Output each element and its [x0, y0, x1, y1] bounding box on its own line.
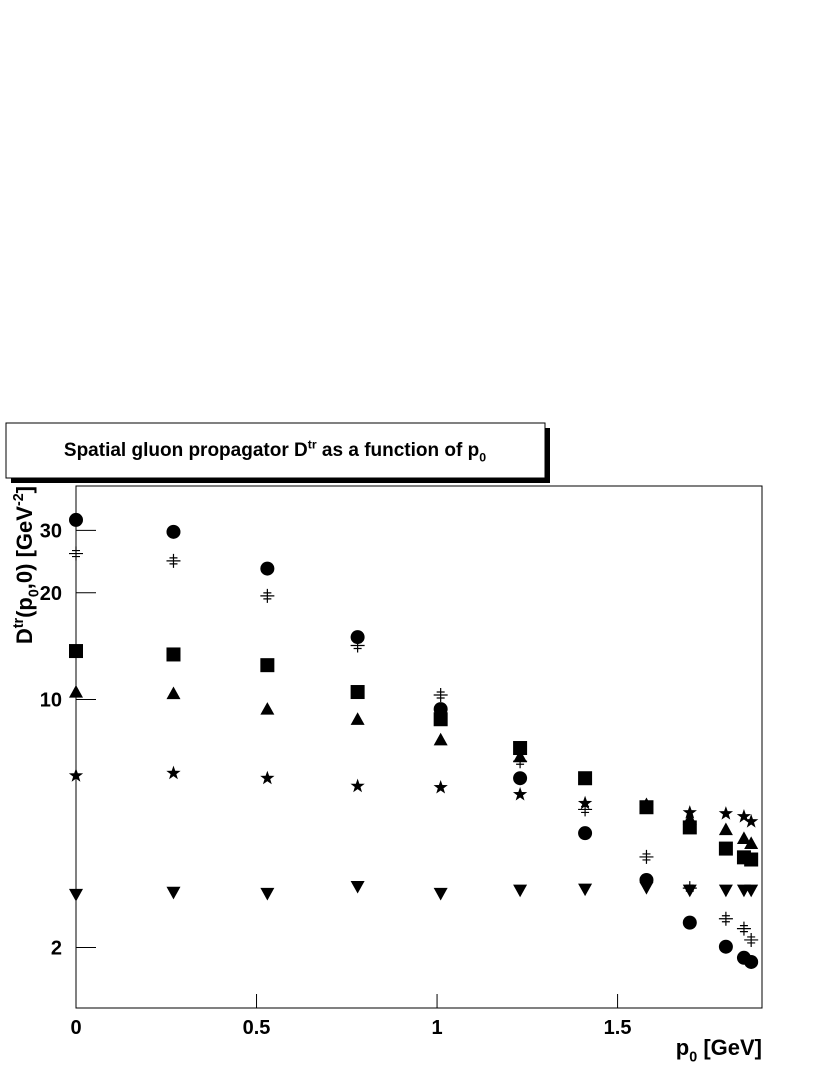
marker-star [433, 779, 448, 794]
marker-square [744, 852, 759, 867]
marker-square [718, 841, 733, 856]
marker-star [639, 798, 654, 813]
marker-triangle-up [433, 732, 448, 746]
chart-title: Spatial gluon propagator Dtr as a functi… [64, 437, 486, 464]
marker-square [578, 771, 593, 786]
x-tick-label: 0.5 [243, 1017, 271, 1039]
marker-triangle-up [736, 831, 751, 844]
marker-square [513, 741, 528, 756]
y-label-part: D [12, 628, 37, 644]
marker-star [736, 809, 752, 823]
x-tick-label: 0 [70, 1017, 81, 1039]
x-tick-label: 1.5 [604, 1017, 632, 1039]
x-label-part: [GeV] [697, 1035, 762, 1060]
marker-star [512, 786, 528, 801]
y-tick-label: 10 [40, 690, 62, 712]
x-label-part: 0 [689, 1050, 697, 1066]
marker-circle [718, 939, 733, 954]
y-label-part: 0 [27, 589, 43, 597]
marker-plus [744, 932, 759, 947]
marker-triangle-up [260, 702, 275, 715]
x-label-part: p [676, 1035, 689, 1060]
title-box [5, 422, 546, 479]
y-label-part: ,0) [GeV [12, 506, 37, 589]
marker-plus [578, 802, 593, 817]
marker-triangle-up [718, 822, 733, 836]
marker-plus [736, 921, 751, 936]
y-tick-label: 30 [40, 520, 62, 542]
marker-circle [744, 954, 759, 969]
marker-circle [350, 630, 365, 645]
y-tick-label: 20 [40, 583, 62, 605]
marker-star [68, 768, 84, 782]
marker-square [260, 658, 275, 673]
title-part: 0 [479, 451, 486, 465]
marker-circle [578, 826, 593, 841]
marker-star [718, 806, 734, 820]
plot-frame [75, 485, 763, 1009]
x-tick-label: 1 [431, 1017, 442, 1039]
y-axis-label: Dtr(p0,0) [GeV-2] [11, 486, 42, 644]
marker-triangle-down [744, 884, 759, 898]
marker-plus [350, 638, 365, 653]
marker-triangle-down [433, 887, 448, 901]
title-part: tr [308, 437, 317, 451]
marker-plus [639, 849, 654, 864]
marker-triangle-down [718, 884, 733, 898]
marker-square [69, 644, 83, 659]
marker-circle [260, 561, 275, 576]
y-label-part: (p [12, 597, 37, 618]
marker-plus [69, 546, 83, 561]
marker-triangle-down [513, 884, 528, 898]
marker-triangle-up [513, 749, 528, 763]
marker-triangle-down [69, 888, 83, 902]
marker-square [166, 647, 181, 662]
marker-triangle-down [260, 887, 275, 901]
marker-triangle-down [350, 880, 365, 894]
y-tick-label: 2 [51, 937, 62, 959]
y-label-part: ] [12, 486, 37, 493]
marker-circle [166, 524, 181, 539]
marker-triangle-up [350, 712, 365, 725]
marker-star [166, 765, 181, 780]
marker-star [350, 778, 365, 793]
marker-triangle-down [682, 884, 697, 898]
marker-circle [513, 771, 528, 786]
marker-circle [69, 512, 83, 527]
marker-plus [166, 553, 181, 568]
x-axis-label: p0 [GeV] [676, 1035, 762, 1066]
y-label-part: tr [11, 617, 27, 628]
y-label-part: -2 [11, 493, 27, 506]
marker-triangle-up [744, 836, 759, 850]
marker-star [744, 814, 759, 828]
marker-plus [260, 588, 275, 603]
marker-triangle-down [639, 881, 654, 895]
title-part: Spatial gluon propagator D [64, 440, 308, 461]
marker-plus [433, 687, 448, 702]
marker-circle [682, 915, 697, 930]
marker-square [350, 685, 365, 700]
marker-triangle-down [166, 886, 181, 900]
marker-square [433, 712, 448, 727]
marker-star [577, 795, 593, 810]
marker-plus [718, 911, 733, 926]
marker-star [682, 805, 697, 819]
marker-star [260, 770, 275, 785]
marker-triangle-up [682, 812, 697, 825]
marker-triangle-down [578, 883, 593, 897]
marker-triangle-up [166, 686, 181, 700]
marker-triangle-up [69, 685, 83, 698]
title-part: as a function of p [317, 440, 480, 461]
